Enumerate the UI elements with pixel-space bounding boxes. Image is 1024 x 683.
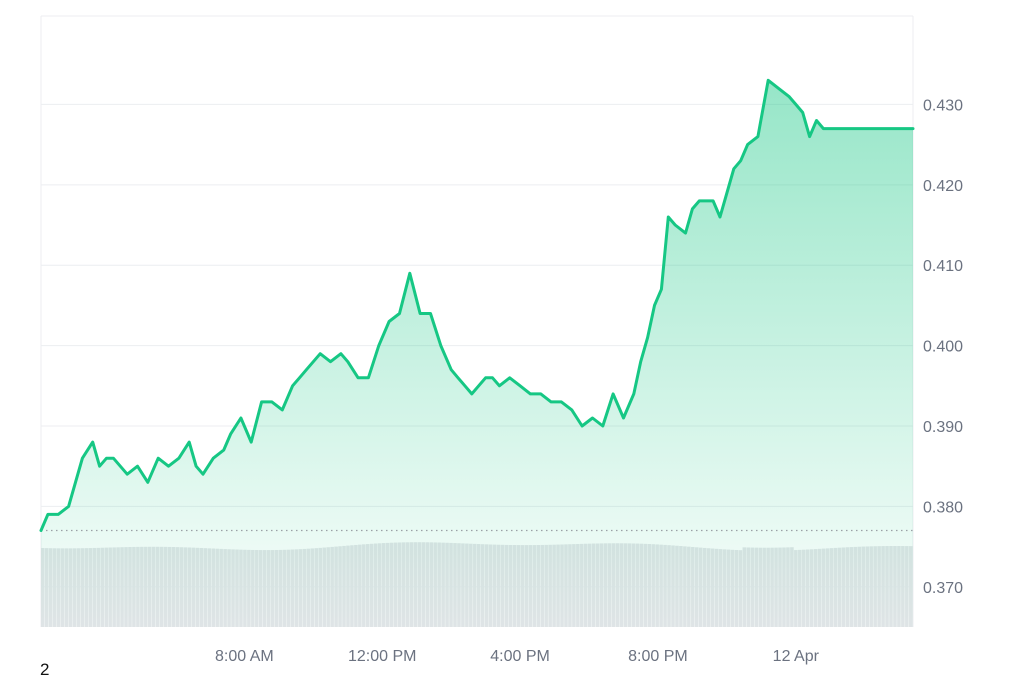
y-tick-label: 0.370: [923, 580, 963, 597]
price-series-line: [39, 78, 915, 532]
x-tick-label: 4:00 PM: [490, 648, 550, 665]
y-tick-label: 0.400: [923, 339, 963, 356]
y-axis-ticks: 0.370 0.380 0.390 0.400 0.410 0.420 0.430: [923, 97, 963, 596]
x-axis-ticks: 8:00 AM 12:00 PM 4:00 PM 8:00 PM 12 Apr: [215, 648, 820, 665]
corner-label: 2: [40, 660, 50, 679]
x-tick-label: 8:00 AM: [215, 648, 274, 665]
y-tick-label: 0.390: [923, 419, 963, 436]
price-area: [41, 80, 913, 628]
y-tick-label: 0.420: [923, 178, 963, 195]
price-area-fill: [41, 80, 913, 628]
y-tick-label: 0.430: [923, 97, 963, 114]
y-tick-label: 0.380: [923, 499, 963, 516]
price-line: [39, 78, 915, 532]
y-tick-label: 0.410: [923, 258, 963, 275]
x-tick-label: 12:00 PM: [348, 648, 416, 665]
x-tick-label: 12 Apr: [773, 648, 820, 665]
x-tick-label: 8:00 PM: [628, 648, 688, 665]
